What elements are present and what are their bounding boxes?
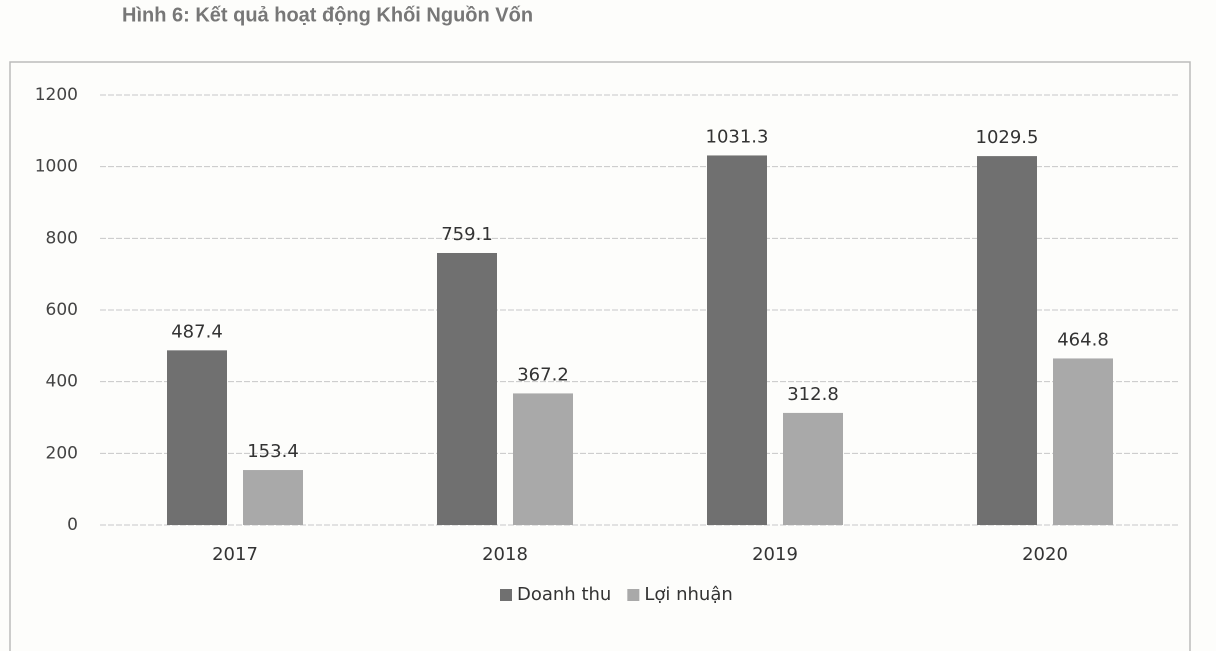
y-tick-label: 600 [46,300,78,320]
value-label: 487.4 [171,321,223,342]
y-tick-label: 0 [67,515,78,535]
legend-swatch [500,589,512,601]
legend-label: Doanh thu [517,584,611,605]
x-tick-label: 2019 [752,544,798,565]
value-label: 1029.5 [976,127,1039,148]
y-tick-label: 1000 [35,157,78,177]
bar [167,350,227,525]
value-label: 312.8 [787,384,839,405]
value-label: 153.4 [247,441,299,462]
value-label: 759.1 [441,224,493,245]
x-tick-label: 2017 [212,544,258,565]
x-tick-label: 2018 [482,544,528,565]
value-label: 1031.3 [706,126,769,147]
bar [977,156,1037,526]
y-tick-label: 800 [46,228,78,248]
value-label: 367.2 [517,364,569,385]
bar [243,470,303,525]
bar [707,155,767,525]
y-tick-label: 200 [46,443,78,463]
bar [437,252,497,525]
chart-frame [9,61,1191,651]
legend-label: Lợi nhuận [644,584,732,605]
legend-swatch [627,589,640,601]
bar [783,412,843,525]
bar [513,393,573,525]
value-label: 464.8 [1057,329,1109,350]
y-tick-label: 1200 [35,85,78,105]
bar [1053,358,1113,525]
x-tick-label: 2020 [1022,544,1068,565]
chart-title: Hình 6: Kết quả hoạt động Khối Nguồn Vốn [122,4,533,26]
y-tick-label: 400 [46,372,78,392]
